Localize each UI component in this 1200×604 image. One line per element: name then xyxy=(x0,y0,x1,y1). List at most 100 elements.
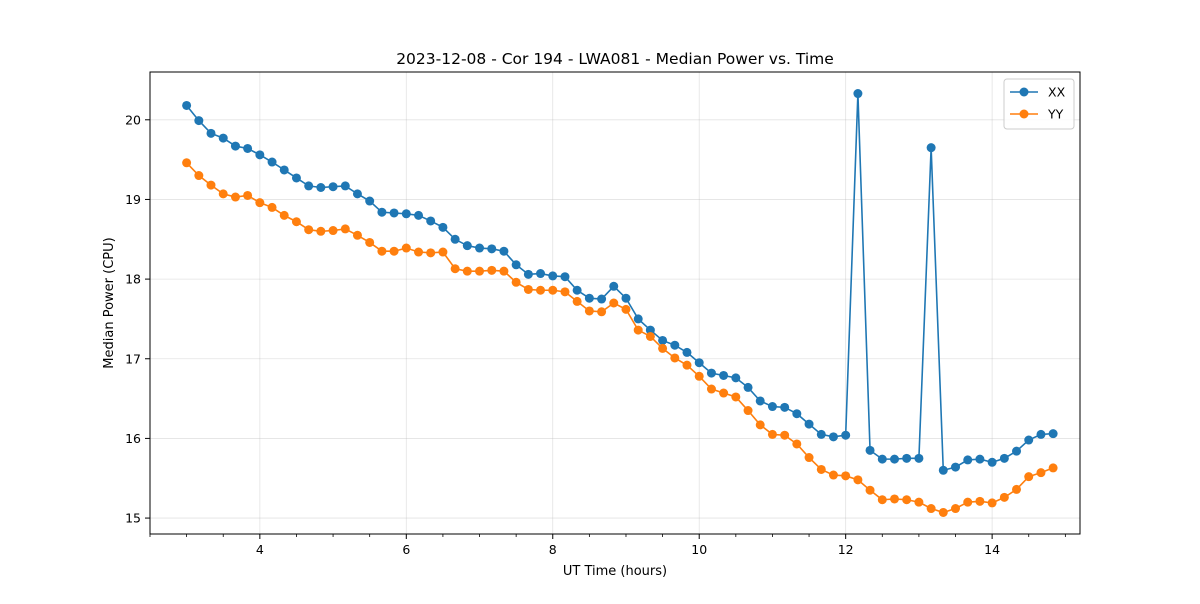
y-tick-label: 16 xyxy=(125,431,141,446)
series-xx xyxy=(182,89,1058,475)
data-point-xx xyxy=(694,358,704,368)
legend-marker xyxy=(1019,109,1029,119)
data-point-yy xyxy=(450,264,460,274)
data-point-xx xyxy=(1012,446,1022,456)
data-point-xx xyxy=(938,465,948,475)
data-point-xx xyxy=(536,269,546,279)
data-point-xx xyxy=(548,271,558,281)
x-axis-ticks: 4 6 8 10 12 14 xyxy=(149,534,1066,557)
grid-lines xyxy=(150,72,1080,534)
data-point-yy xyxy=(438,247,448,257)
data-point-yy xyxy=(951,504,961,514)
data-point-xx xyxy=(658,335,668,345)
data-point-xx xyxy=(731,373,741,383)
data-point-yy xyxy=(645,331,655,341)
data-point-yy xyxy=(658,343,668,353)
data-point-yy xyxy=(536,285,546,295)
data-point-yy xyxy=(816,464,826,474)
data-point-yy xyxy=(926,504,936,514)
data-point-xx xyxy=(828,432,838,442)
data-point-yy xyxy=(987,498,997,508)
data-point-xx xyxy=(926,143,936,153)
series-yy xyxy=(182,158,1058,517)
data-point-xx xyxy=(267,157,277,167)
data-point-xx xyxy=(511,260,521,270)
data-point-xx xyxy=(560,272,570,282)
data-point-xx xyxy=(304,181,314,191)
y-tick-label: 17 xyxy=(125,351,141,366)
data-point-yy xyxy=(560,287,570,297)
x-axis-label: UT Time (hours) xyxy=(563,564,667,579)
data-point-xx xyxy=(951,462,961,472)
data-point-yy xyxy=(804,453,814,463)
x-tick-label: 8 xyxy=(549,542,557,557)
data-point-yy xyxy=(694,371,704,381)
data-point-xx xyxy=(755,396,765,406)
data-point-xx xyxy=(291,173,301,183)
data-point-xx xyxy=(670,340,680,350)
data-point-xx xyxy=(633,314,643,324)
data-point-xx xyxy=(1048,429,1058,439)
data-point-xx xyxy=(597,294,607,304)
data-point-xx xyxy=(194,116,204,126)
legend-marker xyxy=(1019,87,1029,97)
data-point-xx xyxy=(987,457,997,467)
data-point-yy xyxy=(548,285,558,295)
y-tick-label: 19 xyxy=(125,192,141,207)
data-point-yy xyxy=(633,325,643,335)
axes xyxy=(149,71,1081,535)
chart-title: 2023-12-08 - Cor 194 - LWA081 - Median P… xyxy=(396,50,834,68)
data-point-xx xyxy=(792,409,802,419)
data-point-yy xyxy=(340,224,350,234)
data-point-xx xyxy=(719,370,729,380)
data-point-yy xyxy=(975,496,985,506)
data-point-yy xyxy=(999,492,1009,502)
data-point-xx xyxy=(352,189,362,199)
data-point-yy xyxy=(475,266,485,276)
data-point-xx xyxy=(1024,435,1034,445)
data-point-xx xyxy=(975,454,985,464)
data-point-yy xyxy=(719,388,729,398)
data-point-yy xyxy=(267,202,277,212)
data-point-xx xyxy=(377,207,387,217)
data-point-xx xyxy=(328,182,338,192)
data-point-yy xyxy=(792,439,802,449)
data-point-yy xyxy=(706,384,716,394)
data-point-xx xyxy=(499,246,509,256)
legend-label: XX xyxy=(1048,85,1066,100)
data-point-xx xyxy=(401,209,411,219)
data-point-yy xyxy=(230,192,240,202)
y-tick-label: 15 xyxy=(125,511,141,526)
data-point-xx xyxy=(816,429,826,439)
data-point-yy xyxy=(487,265,497,275)
data-point-yy xyxy=(182,158,192,168)
data-point-yy xyxy=(389,246,399,256)
data-point-yy xyxy=(304,225,314,235)
data-point-xx xyxy=(853,89,863,99)
x-tick-label: 12 xyxy=(838,542,854,557)
data-point-xx xyxy=(230,141,240,151)
data-point-xx xyxy=(682,347,692,357)
data-point-yy xyxy=(877,495,887,505)
data-point-yy xyxy=(621,304,631,314)
data-point-yy xyxy=(682,360,692,370)
data-point-yy xyxy=(731,392,741,402)
data-point-yy xyxy=(584,306,594,316)
data-point-yy xyxy=(401,243,411,253)
data-point-xx xyxy=(584,293,594,303)
data-point-yy xyxy=(194,171,204,181)
data-point-xx xyxy=(243,143,253,153)
data-point-xx xyxy=(902,453,912,463)
data-point-yy xyxy=(1024,472,1034,482)
data-point-yy xyxy=(206,180,216,190)
data-point-xx xyxy=(877,454,887,464)
y-axis-ticks: 15 16 17 18 19 20 xyxy=(125,112,150,526)
data-point-xx xyxy=(389,208,399,218)
data-point-yy xyxy=(767,429,777,439)
data-point-xx xyxy=(523,269,533,279)
data-point-yy xyxy=(218,189,228,199)
data-point-xx xyxy=(706,368,716,378)
data-series xyxy=(182,89,1058,517)
data-point-xx xyxy=(841,430,851,440)
